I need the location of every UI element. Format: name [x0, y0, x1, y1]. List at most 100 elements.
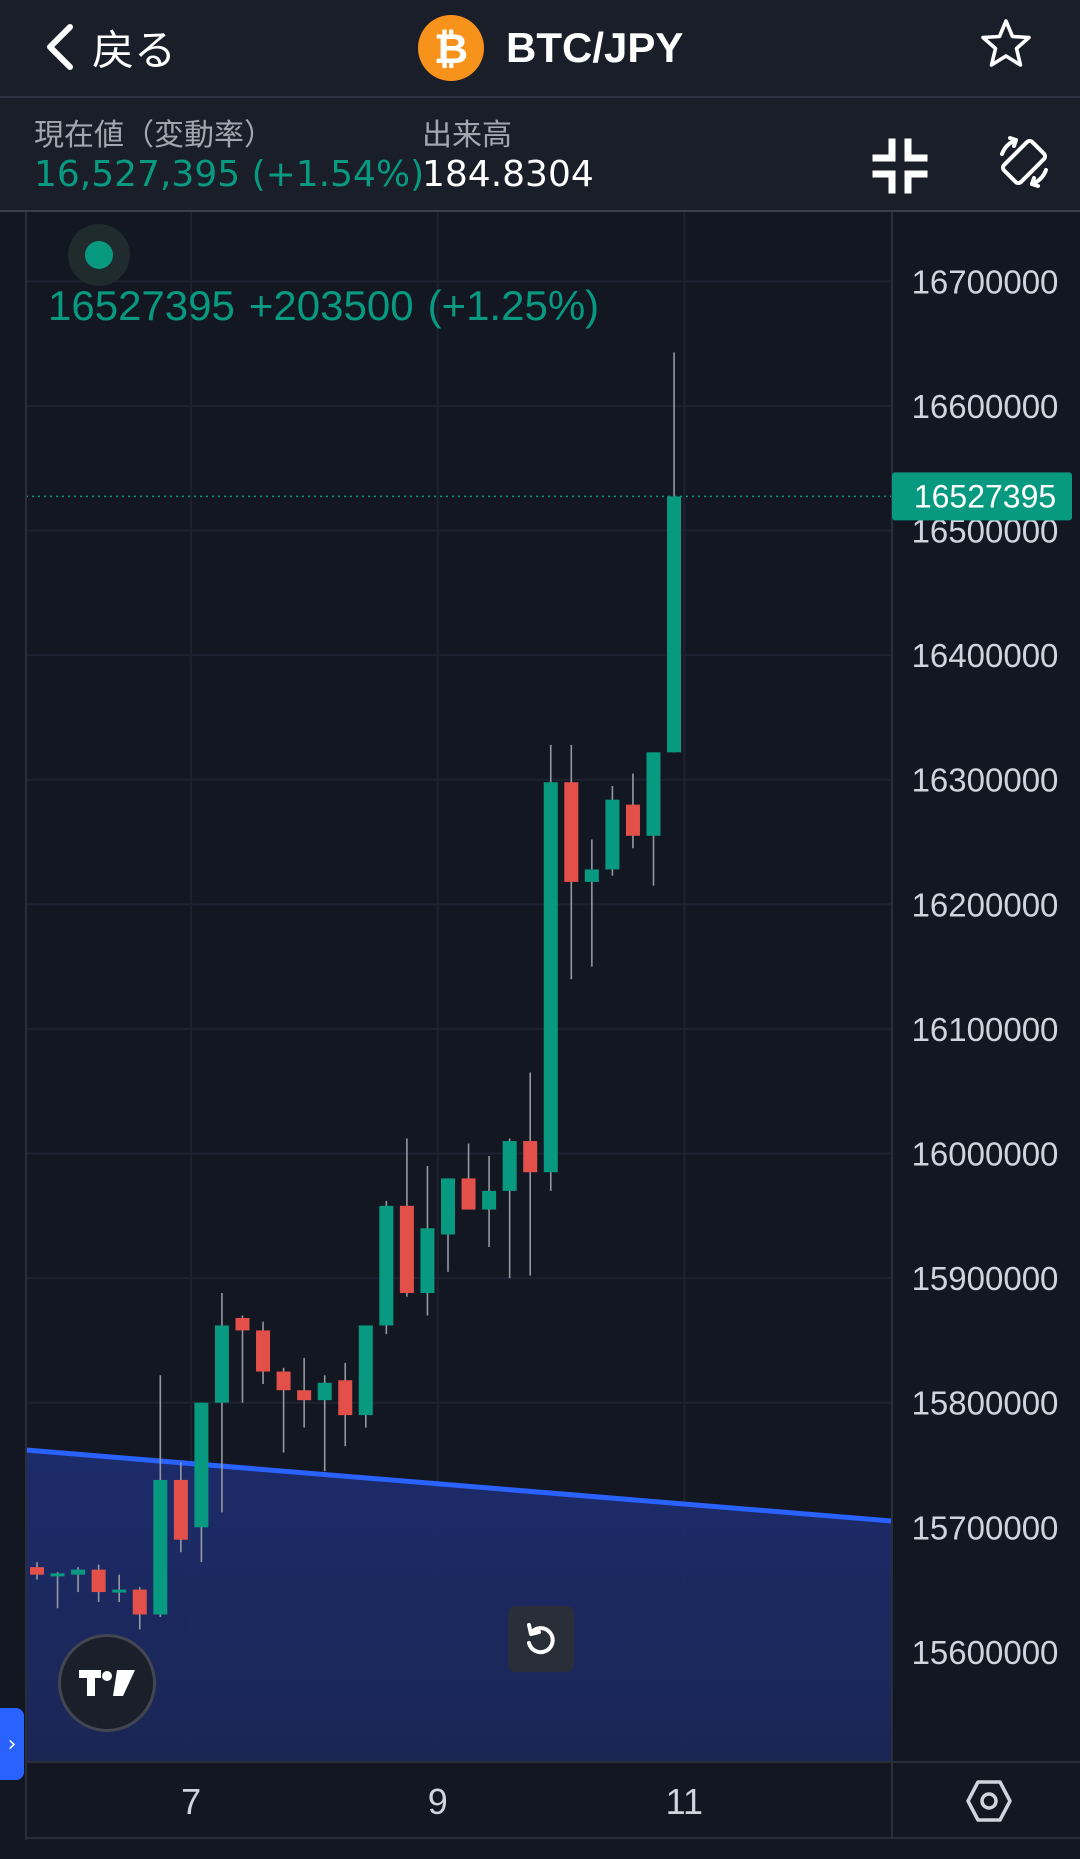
pair-title: ₿ BTC/JPY	[418, 8, 683, 88]
legend-change: +203500	[248, 282, 414, 329]
candle[interactable]	[399, 1138, 414, 1297]
pair-label: BTC/JPY	[506, 24, 684, 71]
candle-body	[543, 782, 558, 1173]
back-button[interactable]: 戻る	[44, 12, 176, 82]
candle[interactable]	[194, 1402, 209, 1563]
candlestick-chart[interactable]: 1670000016600000165000001640000016300000…	[0, 212, 1080, 1855]
candle-body	[297, 1390, 312, 1401]
candle-body	[276, 1371, 291, 1391]
candle-body	[256, 1330, 271, 1372]
candle-body	[50, 1573, 65, 1577]
y-tick-label: 15800000	[912, 1385, 1059, 1422]
current-price-tag: 16527395	[892, 472, 1072, 521]
y-tick-label: 16000000	[912, 1136, 1059, 1173]
candle-body	[625, 804, 640, 836]
candle[interactable]	[235, 1315, 250, 1403]
volume-label: 出来高	[422, 118, 512, 153]
y-tick-label: 16300000	[912, 762, 1059, 799]
back-label: 戻る	[92, 25, 177, 75]
candle[interactable]	[564, 744, 579, 980]
candle[interactable]	[441, 1178, 455, 1272]
candle[interactable]	[297, 1357, 312, 1428]
legend-toggle[interactable]	[68, 224, 130, 286]
candle[interactable]	[523, 1072, 538, 1276]
candle-body	[194, 1402, 209, 1528]
trend-line	[25, 1447, 893, 1524]
tradingview-logo[interactable]	[58, 1634, 156, 1732]
candle[interactable]	[625, 773, 640, 849]
candle[interactable]	[30, 1562, 44, 1580]
candle-body	[358, 1325, 373, 1416]
hexagon-settings-icon[interactable]	[966, 1778, 1012, 1824]
candle-body	[564, 782, 579, 882]
candle-body	[132, 1589, 147, 1615]
y-tick-label: 15700000	[912, 1509, 1059, 1546]
top-bar: 戻る ₿ BTC/JPY	[0, 0, 1080, 98]
y-tick-label: 16200000	[912, 886, 1059, 923]
candle[interactable]	[502, 1138, 517, 1279]
candle[interactable]	[91, 1564, 106, 1603]
candle[interactable]	[112, 1574, 127, 1603]
candle[interactable]	[379, 1200, 394, 1335]
candle-body	[482, 1190, 497, 1210]
y-tick-label: 15600000	[912, 1634, 1059, 1671]
candle[interactable]	[214, 1293, 229, 1513]
candle[interactable]	[71, 1567, 86, 1593]
candle[interactable]	[420, 1165, 435, 1316]
candle[interactable]	[461, 1143, 476, 1210]
y-tick-label: 15900000	[912, 1260, 1059, 1297]
candle-body	[399, 1205, 414, 1294]
candle[interactable]	[358, 1325, 373, 1428]
collapse-icon[interactable]	[870, 136, 930, 196]
candle-body	[667, 496, 682, 753]
y-tick-label: 16100000	[912, 1011, 1059, 1048]
current-price-label: 16527395	[914, 478, 1056, 514]
candle[interactable]	[605, 785, 620, 876]
price-value: 16,527,395 (+1.54%)	[34, 154, 425, 195]
y-tick-label: 16700000	[912, 263, 1059, 300]
candle[interactable]	[132, 1587, 147, 1630]
chart-area[interactable]: 16700000 16600000 16500000 16400000 16300000…	[0, 212, 1080, 1855]
candle[interactable]	[482, 1156, 497, 1247]
tradingview-logo-icon	[79, 1670, 135, 1696]
candle-body	[317, 1382, 332, 1401]
candle-body	[379, 1205, 394, 1326]
candle-body	[214, 1325, 229, 1403]
candle-body	[153, 1479, 168, 1615]
rotate-screen-icon[interactable]	[994, 132, 1054, 192]
candle-body	[235, 1317, 250, 1331]
reset-button[interactable]	[508, 1606, 574, 1672]
candle[interactable]	[338, 1362, 353, 1447]
candle[interactable]	[543, 744, 558, 1191]
y-tick-label: 16400000	[912, 637, 1059, 674]
price-label: 現在値（変動率）	[34, 118, 274, 153]
reset-icon	[527, 1623, 555, 1655]
star-icon[interactable]	[978, 16, 1034, 72]
candle[interactable]	[584, 839, 599, 967]
candle[interactable]	[276, 1367, 291, 1453]
candle[interactable]	[317, 1375, 332, 1472]
volume-value: 184.8304	[422, 154, 594, 195]
legend-change-pct: (+1.25%)	[427, 282, 600, 329]
candle[interactable]	[50, 1572, 65, 1609]
trend-area	[26, 1450, 892, 1762]
candle[interactable]	[646, 752, 661, 886]
bitcoin-icon: ₿	[418, 15, 484, 81]
x-tick-label: 11	[666, 1781, 703, 1822]
candle-body	[71, 1569, 86, 1575]
candle-body	[91, 1569, 106, 1593]
legend-dot	[85, 241, 113, 269]
legend-last: 16527395	[48, 282, 235, 329]
candle[interactable]	[256, 1321, 271, 1384]
candle[interactable]	[667, 352, 682, 753]
side-panel-toggle[interactable]: ›	[0, 1708, 24, 1780]
candle[interactable]	[153, 1375, 168, 1617]
candle-body	[30, 1567, 44, 1575]
candle-body	[502, 1141, 517, 1191]
candle-body	[646, 752, 661, 836]
candle-body	[461, 1178, 476, 1210]
candle-body	[523, 1141, 538, 1173]
candle-body	[441, 1178, 455, 1235]
candle[interactable]	[173, 1462, 188, 1553]
info-bar: 現在値（変動率） 16,527,395 (+1.54%) 出来高 184.830…	[0, 98, 1080, 212]
